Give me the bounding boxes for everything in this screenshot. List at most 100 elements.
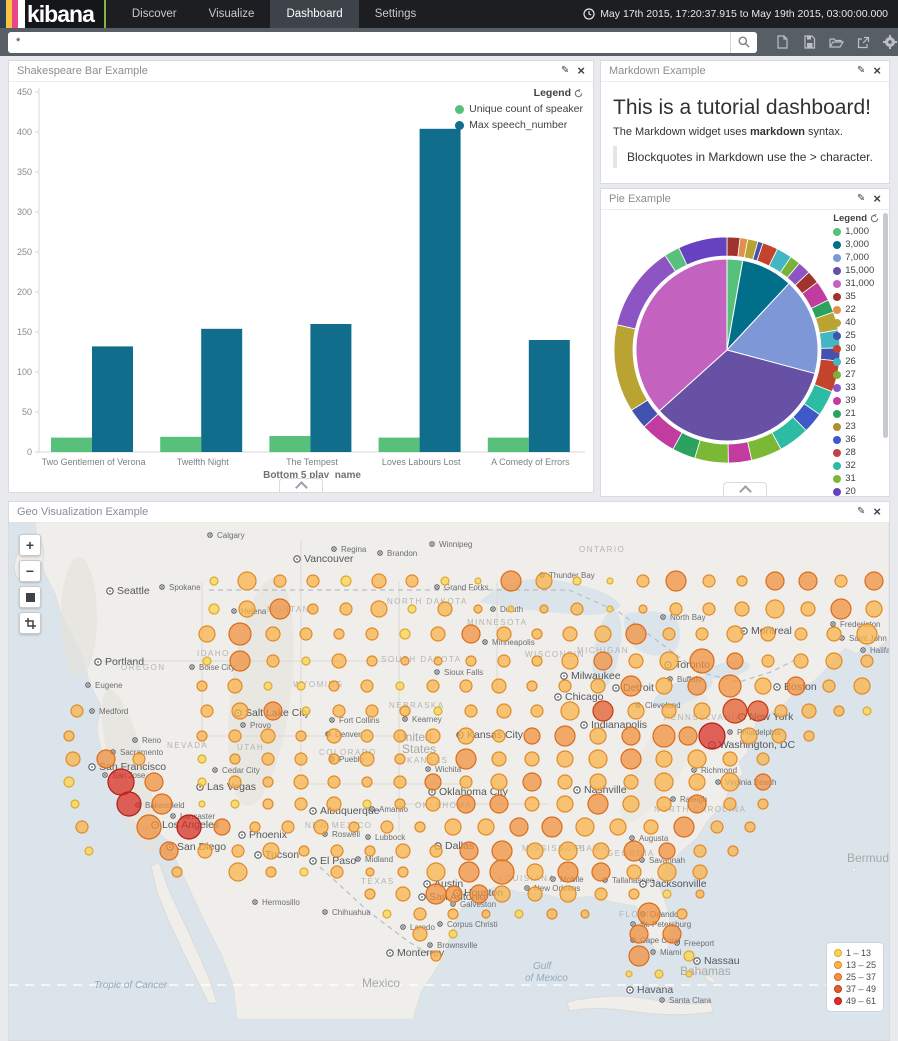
geo-bubble[interactable] <box>412 926 428 942</box>
map-canvas[interactable]: Vancouver Calgary Regina Brandon Winnipeg Sea… <box>9 522 889 1040</box>
geo-bubble[interactable] <box>864 571 884 591</box>
close-icon[interactable]: × <box>873 190 881 206</box>
geo-bubble[interactable] <box>426 752 440 766</box>
geo-bubble[interactable] <box>744 821 756 833</box>
geo-bubble[interactable] <box>116 791 142 817</box>
geo-bubble[interactable] <box>395 843 411 859</box>
bar-green[interactable] <box>51 437 92 452</box>
tab-dashboard[interactable]: Dashboard <box>270 0 359 28</box>
legend-toggle-icon[interactable] <box>574 88 583 98</box>
geo-bubble[interactable] <box>433 706 443 716</box>
geo-bubble[interactable] <box>593 651 613 671</box>
geo-bubble[interactable] <box>606 577 614 585</box>
geo-bubble[interactable] <box>490 773 508 791</box>
geo-bubble[interactable] <box>736 575 748 587</box>
geo-bubble[interactable] <box>294 797 308 811</box>
geo-bubble[interactable] <box>366 655 378 667</box>
geo-bubble[interactable] <box>590 678 606 694</box>
geo-bubble[interactable] <box>558 841 578 861</box>
geo-bubble[interactable] <box>530 704 544 718</box>
geo-bubble[interactable] <box>426 862 446 882</box>
geo-bubble[interactable] <box>465 655 477 667</box>
geo-bubble[interactable] <box>830 598 852 620</box>
geo-bubble[interactable] <box>197 754 207 764</box>
geo-bubble[interactable] <box>803 730 815 742</box>
geo-bubble[interactable] <box>491 678 507 694</box>
geo-bubble[interactable] <box>196 730 208 742</box>
geo-bubble[interactable] <box>464 704 478 718</box>
geo-bubble[interactable] <box>594 887 608 901</box>
geo-bubble[interactable] <box>643 819 659 835</box>
geo-bubble[interactable] <box>458 861 480 883</box>
geo-bubble[interactable] <box>826 626 842 642</box>
geo-bubble[interactable] <box>693 702 711 720</box>
geo-bubble[interactable] <box>626 864 642 880</box>
geo-bubble[interactable] <box>654 772 674 792</box>
legend-item[interactable]: Unique count of speaker <box>455 103 583 115</box>
geo-bubble[interactable] <box>407 604 417 614</box>
geo-bubble[interactable] <box>70 799 80 809</box>
geo-bubble[interactable] <box>693 844 707 858</box>
bar-green[interactable] <box>378 437 420 452</box>
geo-bubble[interactable] <box>393 729 407 743</box>
geo-bubble[interactable] <box>70 704 84 718</box>
geo-bubble[interactable] <box>834 574 848 588</box>
geo-bubble[interactable] <box>405 574 419 588</box>
geo-bubble[interactable] <box>397 866 409 878</box>
geo-bubble[interactable] <box>424 773 442 791</box>
geo-bubble[interactable] <box>394 753 406 765</box>
geo-bubble[interactable] <box>63 730 75 742</box>
geo-bubble[interactable] <box>539 604 549 614</box>
geo-bubble[interactable] <box>209 576 219 586</box>
geo-bubble[interactable] <box>362 799 372 809</box>
geo-bubble[interactable] <box>523 727 541 745</box>
geo-bubble[interactable] <box>84 846 94 856</box>
geo-bubble[interactable] <box>176 814 202 840</box>
bar-green[interactable] <box>269 436 311 452</box>
geo-bubble[interactable] <box>299 627 313 641</box>
geo-bubble[interactable] <box>638 604 648 614</box>
geo-bubble[interactable] <box>620 748 642 770</box>
geo-bubble[interactable] <box>546 908 558 920</box>
geo-bubble[interactable] <box>307 603 319 615</box>
geo-bubble[interactable] <box>695 627 709 641</box>
geo-bubble[interactable] <box>265 626 281 642</box>
geo-bubble[interactable] <box>747 700 769 722</box>
geo-bubble[interactable] <box>628 653 644 669</box>
geo-bubble[interactable] <box>469 884 489 904</box>
geo-bubble[interactable] <box>459 679 473 693</box>
legend-item[interactable]: 36 <box>833 434 879 445</box>
geo-bubble[interactable] <box>500 570 522 592</box>
legend-item[interactable]: 27 <box>833 369 879 380</box>
geo-bubble[interactable] <box>425 796 441 812</box>
geo-bubble[interactable] <box>765 599 785 619</box>
geo-bubble[interactable] <box>702 574 716 588</box>
geo-bubble[interactable] <box>687 676 707 696</box>
save-dashboard-button[interactable] <box>800 33 818 51</box>
geo-bubble[interactable] <box>444 818 462 836</box>
geo-bubble[interactable] <box>559 885 577 903</box>
geo-bubble[interactable] <box>492 729 506 743</box>
geo-bubble[interactable] <box>260 728 276 744</box>
geo-bubble[interactable] <box>489 794 509 814</box>
geo-bubble[interactable] <box>527 886 543 902</box>
legend-item[interactable]: 1,000 <box>833 226 879 237</box>
geo-bubble[interactable] <box>560 701 580 721</box>
close-icon[interactable]: × <box>873 62 881 78</box>
bar-green[interactable] <box>487 437 529 452</box>
geo-bubble[interactable] <box>637 902 661 926</box>
geo-bubble[interactable] <box>496 703 512 719</box>
geo-bubble[interactable] <box>698 722 726 750</box>
geo-bubble[interactable] <box>754 773 772 791</box>
geo-bubble[interactable] <box>794 627 808 641</box>
geo-bubble[interactable] <box>262 798 274 810</box>
geo-bubble[interactable] <box>430 626 446 642</box>
geo-bubble[interactable] <box>526 680 538 692</box>
geo-bubble[interactable] <box>413 907 427 921</box>
geo-bubble[interactable] <box>328 753 340 765</box>
geo-bubble[interactable] <box>833 705 845 717</box>
geo-bubble[interactable] <box>198 625 216 643</box>
geo-bubble[interactable] <box>557 861 579 883</box>
geo-bubble[interactable] <box>364 888 376 900</box>
draw-rectangle-button[interactable] <box>19 612 41 634</box>
